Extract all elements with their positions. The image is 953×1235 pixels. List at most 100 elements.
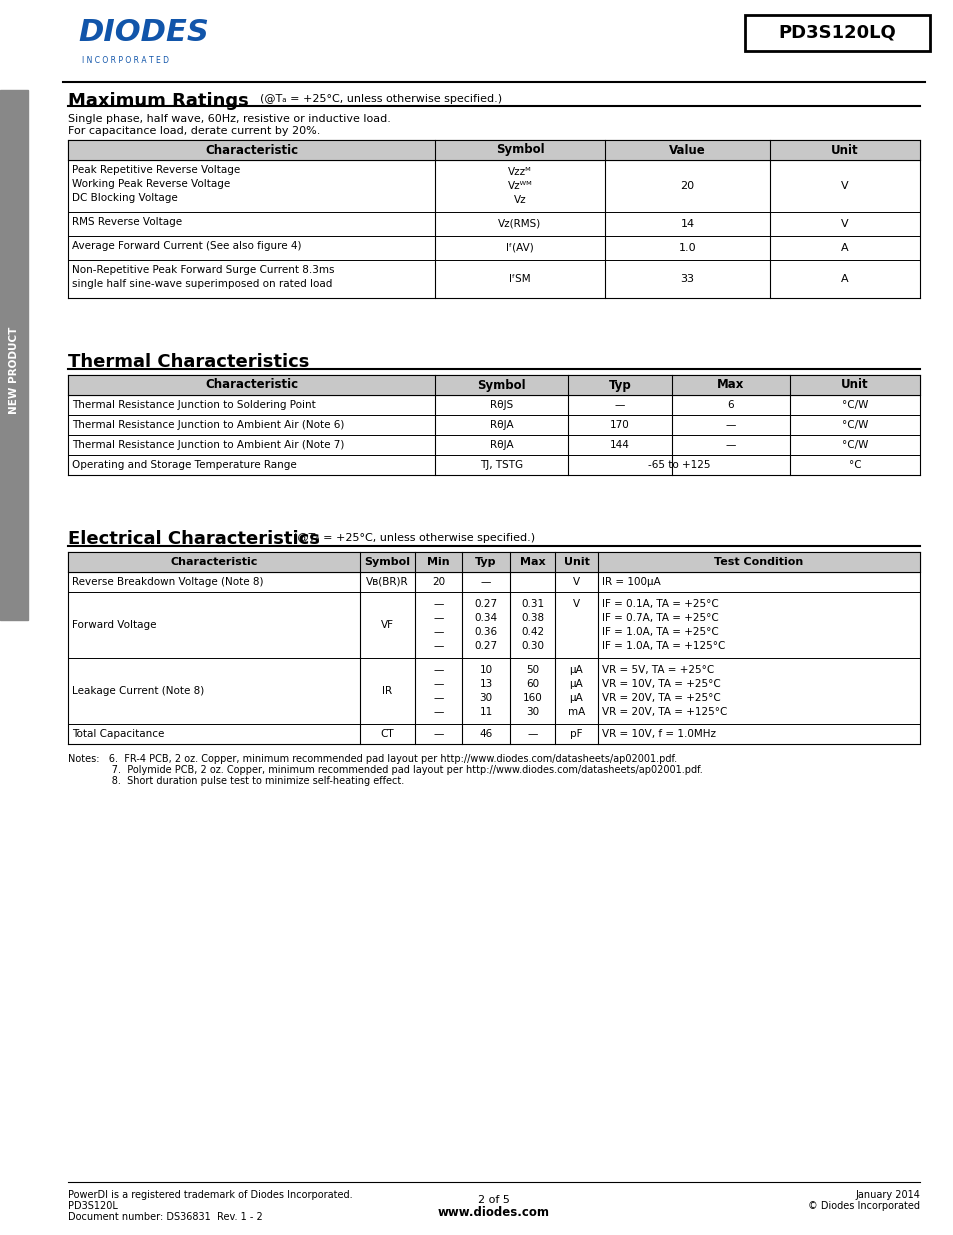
Text: Thermal Characteristics: Thermal Characteristics <box>68 353 309 370</box>
Text: 30: 30 <box>479 693 492 703</box>
Text: 30: 30 <box>525 706 538 718</box>
Text: Symbol: Symbol <box>364 557 410 567</box>
Text: PD3S120LQ: PD3S120LQ <box>778 23 896 42</box>
Text: °C/W: °C/W <box>841 420 867 430</box>
Text: Vᴢᴢᴹ: Vᴢᴢᴹ <box>508 167 532 177</box>
Text: —: — <box>433 641 443 651</box>
Text: —: — <box>433 599 443 609</box>
Text: Notes:   6.  FR-4 PCB, 2 oz. Copper, minimum recommended pad layout per http://w: Notes: 6. FR-4 PCB, 2 oz. Copper, minimu… <box>68 755 677 764</box>
Text: © Diodes Incorporated: © Diodes Incorporated <box>807 1200 919 1212</box>
Text: I N C O R P O R A T E D: I N C O R P O R A T E D <box>82 56 169 65</box>
Text: 1.0: 1.0 <box>678 243 696 253</box>
Text: PowerDI is a registered trademark of Diodes Incorporated.: PowerDI is a registered trademark of Dio… <box>68 1191 353 1200</box>
Text: 144: 144 <box>609 440 629 450</box>
Text: 160: 160 <box>522 693 542 703</box>
Text: —: — <box>433 729 443 739</box>
Text: For capacitance load, derate current by 20%.: For capacitance load, derate current by … <box>68 126 320 136</box>
Text: Max: Max <box>717 378 744 391</box>
Text: DIODES: DIODES <box>78 19 209 47</box>
Text: Vᴢ(RMS): Vᴢ(RMS) <box>497 219 541 228</box>
Text: 170: 170 <box>610 420 629 430</box>
Text: RθJA: RθJA <box>489 420 513 430</box>
Text: Electrical Characteristics: Electrical Characteristics <box>68 530 319 548</box>
Text: —: — <box>614 400 624 410</box>
Text: (@Tₐ = +25°C, unless otherwise specified.): (@Tₐ = +25°C, unless otherwise specified… <box>293 534 535 543</box>
Text: —: — <box>527 729 537 739</box>
Text: 0.27: 0.27 <box>474 599 497 609</box>
Text: —: — <box>480 577 491 587</box>
Text: A: A <box>841 274 848 284</box>
Text: Forward Voltage: Forward Voltage <box>71 620 156 630</box>
Text: 13: 13 <box>478 679 492 689</box>
Text: DC Blocking Voltage: DC Blocking Voltage <box>71 193 177 203</box>
Text: Test Condition: Test Condition <box>714 557 802 567</box>
Text: Working Peak Reverse Voltage: Working Peak Reverse Voltage <box>71 179 230 189</box>
Text: —: — <box>725 420 736 430</box>
Text: Thermal Resistance Junction to Ambient Air (Note 6): Thermal Resistance Junction to Ambient A… <box>71 420 344 430</box>
Text: RθJA: RθJA <box>489 440 513 450</box>
Text: 33: 33 <box>679 274 694 284</box>
Text: IF = 0.1A, TA = +25°C: IF = 0.1A, TA = +25°C <box>601 599 718 609</box>
Text: 20: 20 <box>432 577 445 587</box>
Text: Unit: Unit <box>563 557 589 567</box>
Text: VF: VF <box>380 620 394 630</box>
Text: Vʙ(BR)R: Vʙ(BR)R <box>366 577 409 587</box>
Text: CT: CT <box>380 729 394 739</box>
Text: Typ: Typ <box>608 378 631 391</box>
Text: -65 to +125: -65 to +125 <box>647 459 709 471</box>
Text: V: V <box>573 577 579 587</box>
Text: 0.36: 0.36 <box>474 627 497 637</box>
Text: Value: Value <box>668 143 705 157</box>
Text: 0.31: 0.31 <box>520 599 543 609</box>
Text: VR = 10V, f = 1.0MHz: VR = 10V, f = 1.0MHz <box>601 729 716 739</box>
Text: NEW PRODUCT: NEW PRODUCT <box>9 326 19 414</box>
Text: Symbol: Symbol <box>496 143 544 157</box>
Text: 20: 20 <box>679 182 694 191</box>
Text: 50: 50 <box>525 664 538 676</box>
Text: Document number: DS36831  Rev. 1 - 2: Document number: DS36831 Rev. 1 - 2 <box>68 1212 262 1221</box>
Text: 0.34: 0.34 <box>474 613 497 622</box>
Text: PD3S120L: PD3S120L <box>68 1200 118 1212</box>
Text: —: — <box>433 706 443 718</box>
Text: 10: 10 <box>479 664 492 676</box>
Text: Symbol: Symbol <box>476 378 525 391</box>
Text: μA: μA <box>569 693 583 703</box>
Text: IᶠSM: IᶠSM <box>509 274 530 284</box>
Text: VR = 20V, TA = +25°C: VR = 20V, TA = +25°C <box>601 693 720 703</box>
Text: IF = 0.7A, TA = +25°C: IF = 0.7A, TA = +25°C <box>601 613 718 622</box>
Text: °C/W: °C/W <box>841 440 867 450</box>
Text: Characteristic: Characteristic <box>205 378 297 391</box>
Text: V: V <box>841 182 848 191</box>
Text: Operating and Storage Temperature Range: Operating and Storage Temperature Range <box>71 459 296 471</box>
Text: Total Capacitance: Total Capacitance <box>71 729 164 739</box>
Text: 8.  Short duration pulse test to minimize self-heating effect.: 8. Short duration pulse test to minimize… <box>68 776 404 785</box>
Text: —: — <box>433 693 443 703</box>
Text: Unit: Unit <box>841 378 868 391</box>
Text: IF = 1.0A, TA = +125°C: IF = 1.0A, TA = +125°C <box>601 641 724 651</box>
Text: Max: Max <box>519 557 545 567</box>
Bar <box>68 552 919 572</box>
Text: IR: IR <box>382 685 392 697</box>
Bar <box>0 90 28 620</box>
Text: single half sine-wave superimposed on rated load: single half sine-wave superimposed on ra… <box>71 279 332 289</box>
Text: °C/W: °C/W <box>841 400 867 410</box>
Text: Characteristic: Characteristic <box>205 143 297 157</box>
Text: —: — <box>433 613 443 622</box>
Text: RθJS: RθJS <box>489 400 513 410</box>
Text: VR = 5V, TA = +25°C: VR = 5V, TA = +25°C <box>601 664 714 676</box>
Text: Average Forward Current (See also figure 4): Average Forward Current (See also figure… <box>71 241 301 251</box>
Text: Typ: Typ <box>475 557 497 567</box>
Text: —: — <box>433 679 443 689</box>
Text: (@Tₐ = +25°C, unless otherwise specified.): (@Tₐ = +25°C, unless otherwise specified… <box>260 94 501 104</box>
Text: A: A <box>841 243 848 253</box>
Text: 0.42: 0.42 <box>520 627 543 637</box>
Text: —: — <box>433 664 443 676</box>
Text: Vᴢᵂᴹ: Vᴢᵂᴹ <box>507 182 532 191</box>
Bar <box>744 15 929 51</box>
Text: 60: 60 <box>525 679 538 689</box>
Text: —: — <box>433 627 443 637</box>
Text: 14: 14 <box>679 219 694 228</box>
Text: Unit: Unit <box>830 143 858 157</box>
Text: RMS Reverse Voltage: RMS Reverse Voltage <box>71 217 182 227</box>
Text: January 2014: January 2014 <box>854 1191 919 1200</box>
